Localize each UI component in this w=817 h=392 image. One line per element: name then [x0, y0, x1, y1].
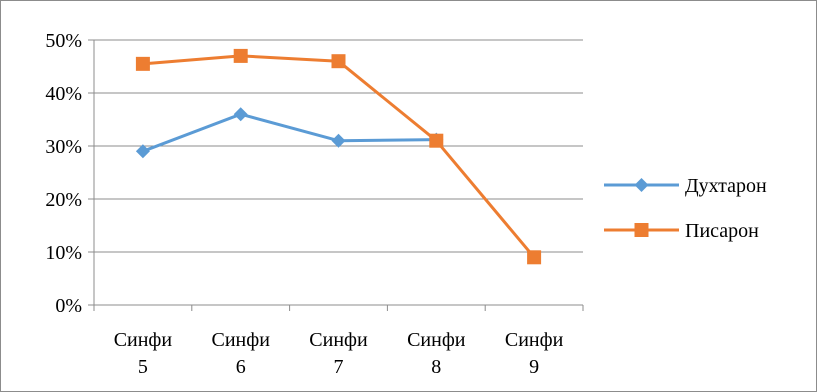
series-line-1	[142, 112, 437, 153]
x-category-label-line: Синфи	[211, 329, 270, 351]
y-tick-label: 40%	[45, 83, 82, 105]
axes	[88, 39, 584, 311]
legend-marker-square	[634, 223, 649, 237]
legend-label: Писарон	[685, 220, 759, 242]
data-point-diamond	[135, 144, 150, 159]
x-category-label-line: Синфи	[407, 329, 466, 351]
x-category-label-line: 6	[236, 356, 246, 378]
y-tick-label: 30%	[45, 136, 82, 158]
y-tick-label: 10%	[45, 242, 82, 264]
x-category-labels: Синфи 5 Синфи 6 Синфи 7 Синфи 8 Синфи 9	[114, 329, 564, 378]
data-point-diamond	[233, 107, 248, 122]
legend-label: Духтарон	[685, 175, 767, 197]
data-point-square	[331, 54, 346, 69]
y-tick-label: 20%	[45, 189, 82, 211]
x-category-label: Синфи 6	[211, 329, 270, 378]
legend-marker-diamond	[634, 178, 649, 192]
x-category-label-line: Синфи	[114, 329, 173, 351]
data-point-square	[429, 133, 444, 148]
y-tick-label: 0%	[55, 295, 82, 317]
y-tick-label: 50%	[45, 30, 82, 52]
data-point-square	[527, 250, 542, 265]
legend: Духтарон Писарон	[604, 175, 767, 242]
y-tick-labels: 0% 10% 20% 30% 40% 50%	[45, 30, 82, 317]
x-category-label: Синфи 9	[505, 329, 564, 378]
series-line-2	[142, 54, 536, 259]
x-category-label: Синфи 7	[309, 329, 368, 378]
x-category-label-line: Синфи	[505, 329, 564, 351]
series-lines	[135, 48, 542, 265]
x-category-label-line: 7	[334, 356, 344, 378]
data-point-diamond	[331, 133, 346, 148]
x-category-label: Синфи 8	[407, 329, 466, 378]
x-category-label-line: 5	[138, 356, 148, 378]
data-point-square	[233, 48, 248, 63]
x-category-label-line: Синфи	[309, 329, 368, 351]
x-category-label-line: 9	[529, 356, 539, 378]
x-category-label: Синфи 5	[114, 329, 173, 378]
data-point-square	[135, 56, 150, 71]
x-category-label-line: 8	[431, 356, 441, 378]
